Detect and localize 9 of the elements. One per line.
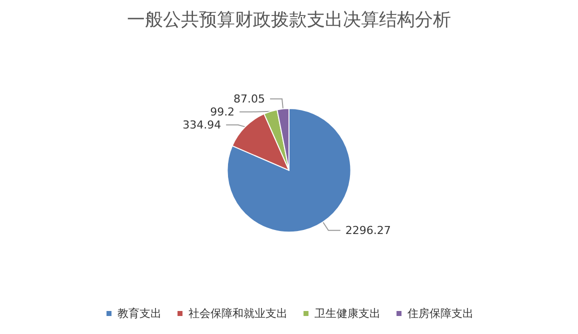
legend-label: 教育支出 <box>118 307 162 320</box>
data-label: 2296.27 <box>345 224 391 237</box>
data-label: 99.2 <box>210 105 235 118</box>
legend-label: 住房保障支出 <box>408 307 474 320</box>
chart-title: 一般公共预算财政拨款支出决算结构分析 <box>127 10 451 30</box>
data-label: 334.94 <box>182 118 222 132</box>
data-label: 87.05 <box>234 92 266 106</box>
legend-label: 社会保障和就业支出 <box>188 307 288 320</box>
legend-label: 卫生健康支出 <box>314 307 380 320</box>
